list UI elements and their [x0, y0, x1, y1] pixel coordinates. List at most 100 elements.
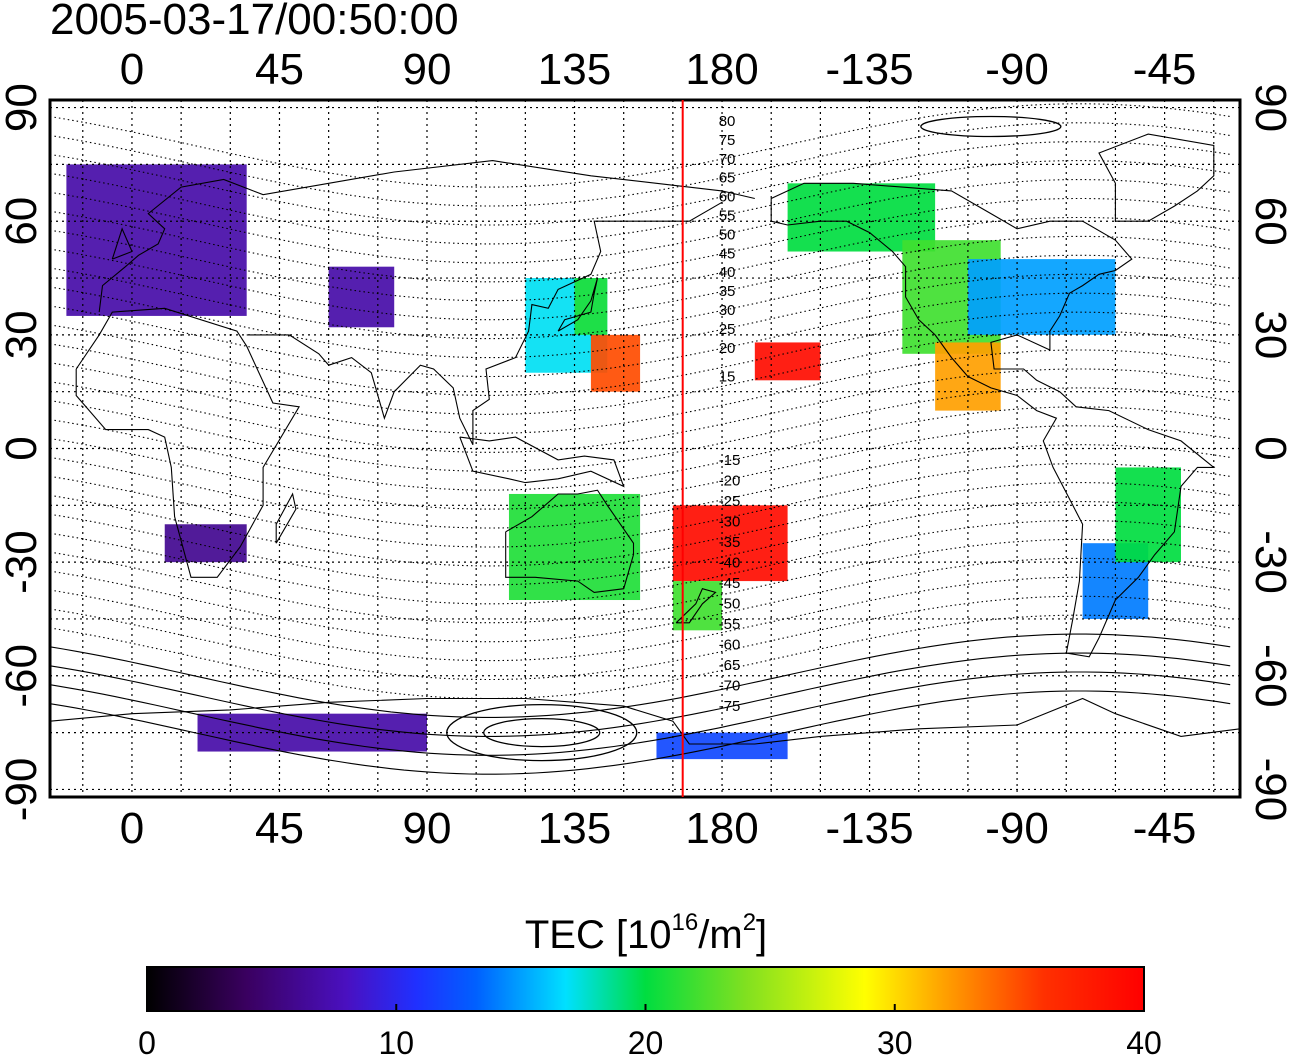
contour-label: -40: [719, 555, 741, 572]
latitude-axis-left: 90 60 30 0 -30 -60 -90: [0, 83, 46, 821]
lat-tick-label-left: 30: [0, 310, 46, 359]
coastline: [75, 307, 300, 578]
lon-tick-label-bottom: 90: [403, 804, 452, 853]
lat-tick-label-left: -30: [0, 530, 46, 594]
lon-tick-label-top: 135: [538, 45, 611, 94]
longitude-axis-top: 0 45 90 135 180 -135 -90 -45: [120, 45, 1197, 94]
contour-label: 65: [719, 170, 736, 187]
colorbar-tick-label: 0: [138, 1025, 156, 1057]
lat-tick-label-right: 30: [1246, 310, 1292, 359]
contour-label: 60: [719, 189, 736, 206]
lon-tick-label-top: -45: [1133, 45, 1197, 94]
contour-label: 20: [719, 340, 736, 357]
contour-label: 80: [719, 113, 736, 130]
contour-label: 15: [719, 369, 736, 386]
colorbar-label-unit: /m: [698, 913, 742, 957]
lat-tick-label-right: -30: [1246, 530, 1292, 594]
colorbar-label-exp2: 2: [743, 909, 756, 936]
contour-label: 40: [719, 264, 736, 281]
contour-label: -65: [719, 657, 741, 674]
lon-tick-label-bottom: 45: [255, 804, 304, 853]
colorbar-label-text: TEC [10: [525, 913, 672, 957]
lat-tick-label-right: 60: [1246, 197, 1292, 246]
coastline: [111, 227, 133, 260]
tec-region-14: [1115, 467, 1181, 563]
lon-tick-label-bottom: 135: [538, 804, 611, 853]
graticule: [50, 100, 1240, 797]
lat-tick-label-left: -60: [0, 644, 46, 708]
lat-tick-label-right: -90: [1246, 758, 1292, 822]
coastline: [246, 201, 723, 445]
contour-label: -20: [719, 473, 741, 490]
contour-line: [50, 690, 1231, 775]
contour-label: -45: [719, 575, 741, 592]
colorbar-label: TEC [1016/m2]: [525, 909, 767, 957]
longitude-axis-bottom: 0 45 90 135 180 -135 -90 -45: [120, 804, 1197, 853]
lat-tick-label-right: -60: [1246, 644, 1292, 708]
colorbar-tick-label: 40: [1126, 1025, 1162, 1057]
lon-tick-label-top: 0: [120, 45, 144, 94]
contour-label: -50: [719, 596, 741, 613]
tec-region-16: [197, 713, 427, 752]
contour-label: 35: [719, 283, 736, 300]
tec-region-12: [508, 493, 641, 601]
contour-label: -55: [719, 616, 741, 633]
contour-line: [50, 633, 1231, 718]
tec-region-15: [164, 524, 247, 563]
contour-label: 25: [719, 321, 736, 338]
tec-region-3: [574, 278, 608, 335]
contour-line: [50, 652, 1231, 737]
magnetic-latitude-contours: [50, 103, 1231, 775]
contour-label: -35: [719, 534, 741, 551]
colorbar-label-close: ]: [756, 913, 767, 957]
contour-line: [50, 671, 1231, 756]
tec-region-1: [328, 266, 395, 328]
colorbar-tick-label: 30: [877, 1025, 913, 1057]
lat-tick-label-left: -90: [0, 758, 46, 822]
lon-tick-label-bottom: 180: [685, 804, 758, 853]
contour-label: -60: [719, 637, 741, 654]
lon-tick-label-bottom: -90: [985, 804, 1049, 853]
lat-tick-label-left: 0: [0, 436, 46, 460]
contour-pole-ring: [920, 115, 1062, 138]
lat-tick-label-left: 60: [0, 197, 46, 246]
contour-label: 30: [719, 302, 736, 319]
lon-tick-label-bottom: -135: [826, 804, 914, 853]
contour-label: -25: [719, 493, 741, 510]
lon-tick-label-top: 180: [685, 45, 758, 94]
contour-label: 50: [719, 226, 736, 243]
lon-tick-label-top: -135: [826, 45, 914, 94]
lat-tick-label-right: 90: [1246, 83, 1292, 132]
lon-tick-label-top: 45: [255, 45, 304, 94]
lon-tick-label-bottom: 0: [120, 804, 144, 853]
contour-label: -15: [719, 452, 741, 469]
tec-region-4: [590, 334, 641, 392]
contour-label: 45: [719, 245, 736, 262]
tec-region-5: [754, 342, 821, 381]
colorbar-tick-label: 20: [628, 1025, 664, 1057]
coastline: [275, 492, 297, 544]
coastline: [675, 588, 717, 624]
coastline: [770, 182, 1216, 658]
tec-region-8: [967, 259, 1116, 335]
colorbar-label-exp: 16: [672, 909, 699, 936]
colorbar-ticks: 0 10 20 30 40: [138, 1004, 1162, 1057]
latitude-axis-right: 90 60 30 0 -30 -60 -90: [1246, 83, 1292, 821]
coastline: [505, 489, 635, 593]
coastlines: [50, 133, 1240, 745]
tec-region-0: [66, 164, 247, 316]
tec-region-11: [672, 581, 723, 631]
contour-label: -70: [719, 678, 741, 695]
coastline: [98, 160, 755, 313]
colorbar-tick-label: 10: [378, 1025, 414, 1057]
coastline: [557, 277, 599, 332]
lat-tick-label-left: 90: [0, 83, 46, 132]
coastline: [50, 697, 1240, 745]
lon-tick-label-top: 90: [403, 45, 452, 94]
contour-label: -30: [719, 514, 741, 531]
lat-tick-label-right: 0: [1246, 436, 1292, 460]
coastline: [459, 436, 625, 488]
